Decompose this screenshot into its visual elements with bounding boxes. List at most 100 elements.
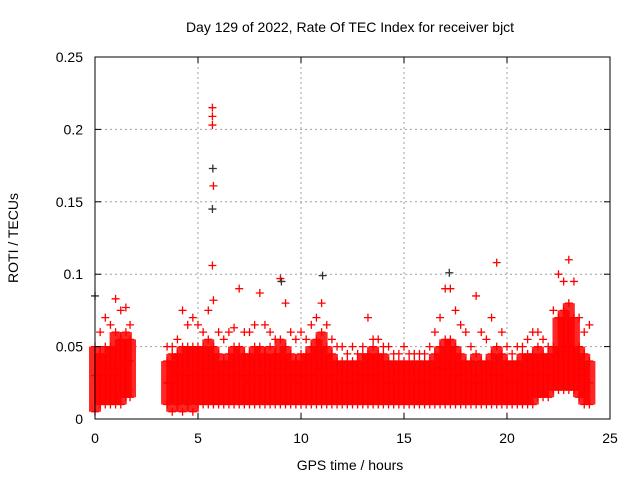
data-point	[168, 407, 177, 416]
data-point	[126, 320, 135, 329]
data-point	[544, 393, 553, 402]
data-point	[497, 328, 506, 337]
data-point	[513, 357, 522, 366]
data-point	[430, 349, 439, 358]
data-point	[219, 357, 228, 366]
data-point	[451, 342, 460, 351]
data-point	[173, 349, 182, 358]
data-point	[492, 342, 501, 351]
data-point	[379, 349, 388, 358]
data-point	[173, 335, 182, 344]
data-point	[466, 357, 475, 366]
data-point	[549, 364, 558, 373]
data-point	[482, 378, 491, 387]
data-point	[199, 328, 208, 337]
data-point	[297, 328, 305, 337]
data-point	[194, 320, 202, 329]
data-point	[116, 400, 125, 409]
data-point	[322, 342, 331, 351]
data-point	[554, 313, 563, 322]
data-point	[188, 313, 197, 322]
data-point	[436, 342, 445, 351]
data-point	[430, 328, 439, 337]
data-point	[317, 364, 326, 373]
data-point	[209, 296, 218, 305]
data-point	[317, 299, 326, 308]
y-tick-label: 0.25	[56, 49, 83, 65]
data-point	[173, 400, 182, 409]
data-point	[302, 335, 311, 344]
data-point	[358, 342, 367, 351]
data-point	[544, 371, 553, 380]
data-point	[327, 335, 336, 344]
data-point	[235, 342, 244, 351]
data-point	[569, 349, 578, 358]
data-point	[466, 342, 475, 351]
data-point	[575, 393, 584, 402]
data-point	[219, 378, 228, 387]
data-point	[559, 306, 568, 315]
data-point	[487, 349, 496, 358]
data-point	[204, 335, 213, 344]
data-point	[492, 258, 501, 267]
data-point	[291, 335, 300, 344]
data-point	[430, 371, 439, 380]
data-point	[245, 349, 254, 358]
data-point-dark	[318, 271, 327, 280]
data-point	[420, 349, 429, 358]
data-point	[451, 306, 460, 315]
data-point	[559, 277, 568, 286]
data-point	[255, 289, 264, 298]
data-point	[497, 349, 506, 358]
data-point	[477, 328, 486, 337]
data-point	[96, 349, 105, 358]
data-point	[276, 364, 285, 373]
data-point	[199, 342, 208, 351]
data-point	[271, 349, 280, 358]
data-point	[472, 371, 481, 380]
data-point	[487, 313, 496, 322]
data-point	[106, 342, 115, 351]
x-axis-label: GPS time / hours	[297, 457, 404, 473]
data-point	[461, 328, 470, 337]
data-point	[585, 400, 594, 409]
data-point	[224, 328, 233, 337]
data-point	[204, 306, 213, 315]
y-tick-label: 0.1	[64, 266, 84, 282]
data-point	[317, 328, 326, 337]
data-point	[585, 320, 594, 329]
data-point	[307, 371, 316, 380]
x-tick-label: 25	[602, 430, 618, 446]
data-point	[163, 400, 172, 409]
data-point	[569, 386, 578, 395]
data-point	[286, 371, 295, 380]
data-point	[518, 342, 527, 351]
data-point	[322, 320, 331, 329]
data-point	[523, 335, 532, 344]
data-point	[307, 342, 316, 351]
data-point	[394, 349, 403, 358]
data-point	[121, 328, 130, 337]
data-point	[446, 284, 455, 293]
data-point	[327, 371, 336, 380]
y-tick-label: 0	[75, 411, 83, 427]
data-point	[126, 357, 135, 366]
data-point	[188, 407, 197, 416]
data-point	[219, 335, 228, 344]
data-point	[348, 371, 357, 380]
data-point	[168, 378, 177, 387]
data-point	[472, 291, 481, 300]
data-point	[575, 313, 584, 322]
data-point	[343, 378, 352, 387]
data-point	[549, 306, 558, 315]
data-point	[260, 349, 269, 358]
data-point	[338, 342, 347, 351]
data-point	[106, 320, 115, 329]
data-point	[214, 328, 223, 337]
data-point	[554, 270, 563, 279]
data-point	[353, 357, 362, 366]
data-point-outlier	[208, 121, 217, 130]
data-density-band	[124, 339, 137, 398]
data-point	[533, 342, 542, 351]
